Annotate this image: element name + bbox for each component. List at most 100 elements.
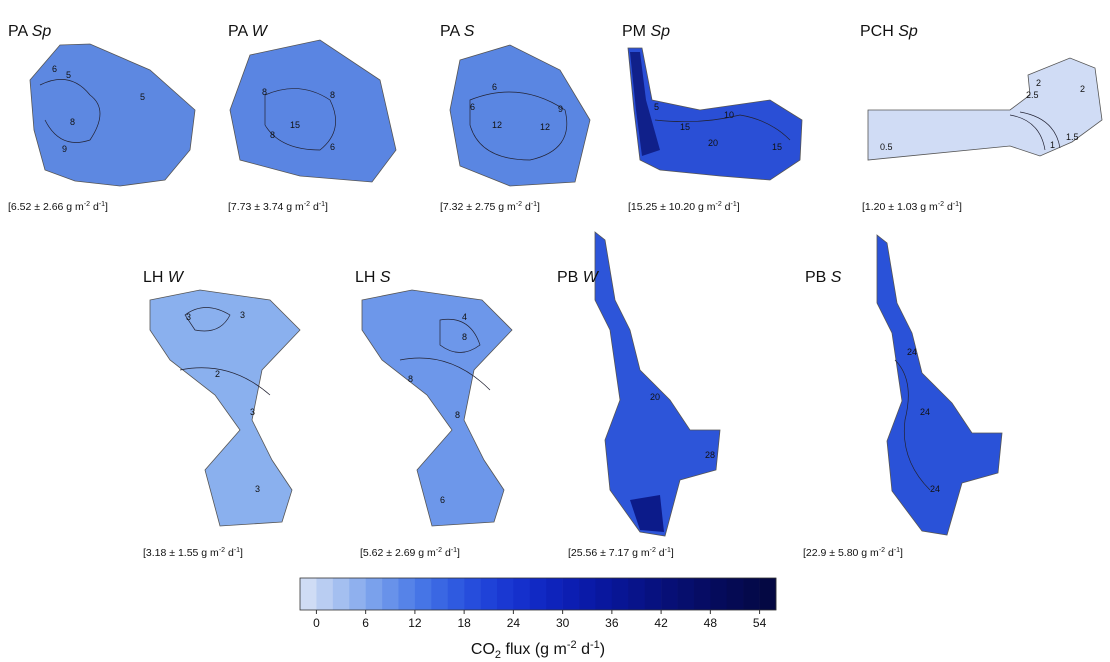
- colorbar-title-part: flux (g m: [501, 641, 567, 658]
- colorbar-tick-label: 54: [753, 616, 767, 630]
- flux-label: [15.25 ± 10.20 g m-2 d-1]: [628, 201, 740, 213]
- contour-label: 6: [470, 102, 475, 112]
- flux-text: [22.9 ± 5.80 g m: [803, 547, 879, 559]
- colorbar-tick-label: 24: [507, 616, 521, 630]
- colorbar-title-part: ): [600, 641, 605, 658]
- map-pb-w-dark: [630, 495, 664, 532]
- flux-text: ]: [240, 547, 243, 559]
- map-pb-w: [595, 232, 720, 536]
- colorbar-title: CO2 flux (g m-2 d-1): [471, 639, 605, 661]
- contour-label: 12: [492, 120, 502, 130]
- panel-title: PA S: [440, 23, 475, 40]
- contour-label: 5: [140, 92, 145, 102]
- season: W: [252, 23, 269, 40]
- site: PB: [805, 269, 826, 286]
- contour-label: 24: [920, 407, 930, 417]
- season: S: [380, 269, 391, 286]
- flux-text: [15.25 ± 10.20 g m: [628, 201, 716, 213]
- flux-text: d: [944, 201, 953, 213]
- maps: [30, 40, 1102, 536]
- panel-title: LH W: [143, 269, 185, 286]
- panel-title: PB W: [557, 269, 600, 286]
- flux-text: [25.56 ± 7.17 g m: [568, 547, 650, 559]
- season: Sp: [32, 23, 52, 40]
- map-lh-s: [362, 290, 512, 526]
- colorbar-bin: [431, 578, 448, 610]
- flux-text: d: [522, 201, 531, 213]
- colorbar-bin: [579, 578, 596, 610]
- flux-text: [3.18 ± 1.55 g m: [143, 547, 219, 559]
- panel-title: PA Sp: [8, 23, 51, 40]
- season: W: [168, 269, 185, 286]
- flux-label: [7.73 ± 3.74 g m-2 d-1]: [228, 201, 328, 213]
- contour-label: 1.5: [1066, 132, 1079, 142]
- colorbar-bin: [398, 578, 415, 610]
- flux-text: d: [656, 547, 665, 559]
- contour-label: 8: [462, 332, 467, 342]
- figure: 061218243036424854CO2 flux (g m-2 d-1) P…: [0, 0, 1110, 662]
- contour-label: 5: [654, 102, 659, 112]
- flux-text: ]: [105, 201, 108, 213]
- contour-label: 20: [650, 392, 660, 402]
- colorbar-bin: [464, 578, 481, 610]
- colorbar-bin: [563, 578, 580, 610]
- contour-label: 1: [1050, 140, 1055, 150]
- flux-text: [7.32 ± 2.75 g m: [440, 201, 516, 213]
- flux-text: ]: [671, 547, 674, 559]
- contour-label: 3: [250, 407, 255, 417]
- site: PA: [8, 23, 28, 40]
- colorbar-bin: [300, 578, 317, 610]
- colorbar-title-part: -2: [567, 639, 577, 651]
- contour-label: 8: [270, 130, 275, 140]
- panel-title: PM Sp: [622, 23, 670, 40]
- colorbar-title-part: d: [577, 641, 590, 658]
- map-pa-s: [450, 45, 590, 186]
- colorbar-bin: [481, 578, 498, 610]
- colorbar-bin: [513, 578, 530, 610]
- flux-label: [6.52 ± 2.66 g m-2 d-1]: [8, 201, 108, 213]
- colorbar-tick-label: 18: [457, 616, 471, 630]
- contour-label: 3: [240, 310, 245, 320]
- colorbar-bin: [710, 578, 727, 610]
- contour-label: 15: [290, 120, 300, 130]
- season: W: [583, 269, 600, 286]
- contour-label: 0.5: [880, 142, 893, 152]
- season: S: [831, 269, 842, 286]
- colorbar-title-part: CO: [471, 641, 495, 658]
- contour-label: 6: [330, 142, 335, 152]
- contour-label: 8: [262, 87, 267, 97]
- site: PA: [440, 23, 460, 40]
- contour-label: 20: [708, 138, 718, 148]
- colorbar-bin: [595, 578, 612, 610]
- colorbar-bin: [448, 578, 465, 610]
- contour-label: 15: [680, 122, 690, 132]
- site: PA: [228, 23, 248, 40]
- flux-label: [7.32 ± 2.75 g m-2 d-1]: [440, 201, 540, 213]
- contour-label: 24: [930, 484, 940, 494]
- colorbar-bin: [628, 578, 645, 610]
- flux-text: d: [885, 547, 894, 559]
- flux-text: [6.52 ± 2.66 g m: [8, 201, 84, 213]
- colorbar-bin: [612, 578, 629, 610]
- contour-label: 2: [1036, 78, 1041, 88]
- flux-text: ]: [900, 547, 903, 559]
- colorbar-title-part: -1: [590, 639, 600, 651]
- colorbar-tick-label: 6: [362, 616, 369, 630]
- flux-text: ]: [325, 201, 328, 213]
- colorbar-bin: [530, 578, 547, 610]
- colorbar-bin: [546, 578, 563, 610]
- map-lh-w: [150, 290, 300, 526]
- map-pch-sp: [868, 58, 1102, 160]
- panel-title: PCH Sp: [860, 23, 918, 40]
- site: PM: [622, 23, 646, 40]
- flux-text: ]: [537, 201, 540, 213]
- contour-label: 2: [1080, 84, 1085, 94]
- colorbar-bin: [645, 578, 662, 610]
- contour-label: 10: [724, 110, 734, 120]
- flux-text: d: [310, 201, 319, 213]
- colorbar: 061218243036424854CO2 flux (g m-2 d-1): [300, 578, 776, 661]
- flux-label: [25.56 ± 7.17 g m-2 d-1]: [568, 547, 674, 559]
- map-pa-w: [230, 40, 396, 182]
- flux-label: [22.9 ± 5.80 g m-2 d-1]: [803, 547, 903, 559]
- colorbar-tick-label: 48: [704, 616, 718, 630]
